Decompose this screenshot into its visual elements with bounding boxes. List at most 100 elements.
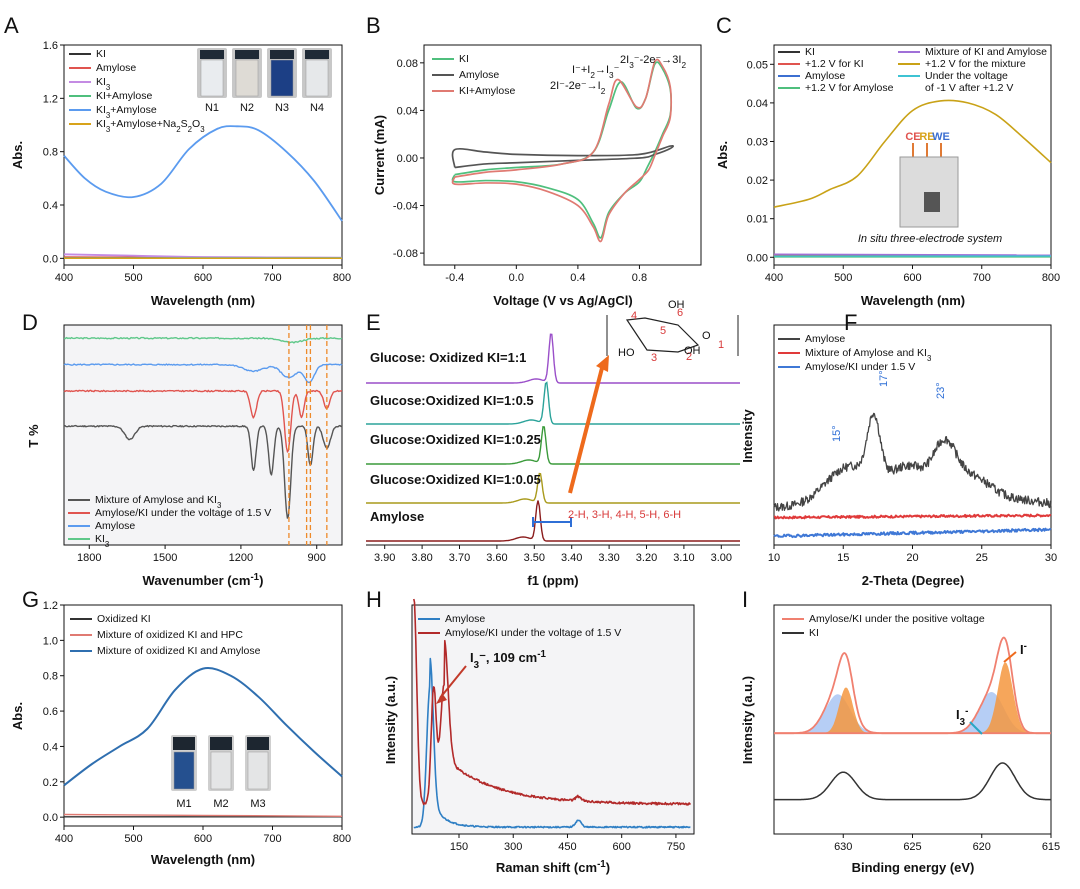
structure-label-3: 3: [651, 352, 657, 364]
series-C-mixture-of-ki-and-amylose: [773, 253, 1052, 256]
y-tick-label: 0.2: [43, 777, 58, 789]
x-tick-label: 625: [903, 841, 921, 853]
xrd-peak-label-2: 23°: [935, 382, 947, 399]
vial-cap: [305, 50, 329, 59]
y-axis-label-C: Abs.: [715, 141, 730, 169]
legend-label-A-4: KI3+Amylose: [96, 104, 157, 120]
nmr-annotation: 2-H, 3-H, 4-H, 5-H, 6-H: [568, 509, 681, 521]
legend-label-A-5: KI3+Amylose+Na2S2O3: [96, 118, 205, 134]
vial-liquid: [270, 59, 294, 97]
x-axis-label-H: Raman shift (cm-1): [496, 859, 610, 876]
x-tick-label: 615: [1042, 841, 1060, 853]
y-tick-label: 0.6: [43, 706, 58, 718]
y-axis-label-B: Current (mA): [372, 115, 387, 195]
y-tick-label: 1.2: [43, 600, 58, 612]
y-tick-label: 0.00: [397, 153, 418, 165]
x-tick-label: 20: [906, 552, 918, 564]
nmr-trace-4: [366, 500, 740, 542]
vial-cap: [173, 737, 195, 750]
panel-label-B: B: [366, 13, 381, 38]
y-tick-label: 0.8: [43, 671, 58, 683]
x-tick-label: 0.4: [570, 272, 585, 284]
legend-label-B-0: KI: [459, 53, 469, 65]
x-tick-label: 750: [667, 841, 685, 853]
y-tick-label: 0.8: [43, 147, 58, 159]
legend-label-C-0: KI: [805, 46, 815, 58]
nmr-trace-label-1: Glucose:Oxidized KI=1:0.5: [370, 393, 534, 408]
structure-label-2: 5: [660, 325, 666, 337]
x-tick-label: 600: [903, 272, 921, 284]
nmr-trace-label-0: Glucose: Oxidized KI=1:1: [370, 350, 526, 365]
vial-liquid: [210, 751, 232, 790]
plot-frame-D: [63, 324, 343, 546]
vial-cap: [210, 737, 232, 750]
legend-label-G-2: Mixture of oxidized KI and Amylose: [97, 645, 261, 657]
legend-label-D-0: Mixture of Amylose and KI3: [95, 494, 222, 510]
legend-label-D-3: KI3: [95, 533, 110, 549]
legend-label-C-6b: of -1 V after +1.2 V: [925, 82, 1013, 94]
annotation-arrow: [439, 665, 467, 699]
legend-label-A-1: Amylose: [96, 62, 136, 74]
x-tick-label: 0.8: [632, 272, 647, 284]
panel-label-A: A: [4, 13, 19, 38]
nmr-trace-label-3: Glucose:Oxidized KI=1:0.05: [370, 472, 541, 487]
x-tick-label: 3.60: [486, 552, 507, 564]
x-tick-label: 450: [558, 841, 576, 853]
vial-label: N3: [275, 102, 289, 114]
series-C--1-2-v-for-the-mixture: [773, 99, 1052, 208]
x-axis-label-B: Voltage (V vs Ag/AgCl): [493, 293, 632, 308]
legend-label-C-3: +1.2 V for Amylose: [805, 82, 894, 94]
structure-label-8: OH: [684, 345, 701, 357]
x-tick-label: 15: [837, 552, 849, 564]
annotation-B-2: 2I3⁻-2e⁻→3I2: [620, 54, 686, 70]
vial-liquid: [235, 59, 259, 97]
x-tick-label: 150: [450, 841, 468, 853]
raman-trace-amylose-ki: [413, 598, 692, 806]
xps-label-i: I-: [1020, 641, 1027, 658]
nmr-trace-2: [366, 425, 740, 465]
x-tick-label: 3.40: [561, 552, 582, 564]
vial-label: M2: [213, 798, 228, 810]
y-tick-label: 0.0: [43, 253, 58, 265]
x-tick-label: 1800: [77, 552, 101, 564]
x-axis-label-A: Wavelength (nm): [151, 293, 255, 308]
y-tick-label: 0.4: [43, 741, 58, 753]
y-axis-label-H: Intensity (a.u.): [383, 676, 398, 764]
xps-fit-i-right: [774, 662, 1051, 734]
xps-trace-ki: [774, 762, 1051, 801]
series-G-mixture-of-oxidized-ki-and-amylose: [63, 667, 343, 787]
inset-caption-C: In situ three-electrode system: [858, 233, 1002, 245]
structure-label-1: 6: [677, 307, 683, 319]
x-axis-label-C: Wavelength (nm): [861, 293, 965, 308]
structure-label-7: HO: [618, 347, 635, 359]
legend-label-C-5: +1.2 V for the mixture: [925, 58, 1026, 70]
structure-label-5: 1: [718, 339, 724, 351]
x-axis-label-G: Wavelength (nm): [151, 852, 255, 867]
x-tick-label: 1500: [153, 552, 177, 564]
panel-label-D: D: [22, 310, 38, 335]
legend-label-I-1: KI: [809, 627, 819, 639]
vial-liquid: [247, 751, 269, 790]
x-tick-label: -0.4: [445, 272, 464, 284]
plot-frame-B: [423, 44, 702, 266]
x-tick-label: 500: [834, 272, 852, 284]
x-tick-label: 400: [765, 272, 783, 284]
vial-cap: [247, 737, 269, 750]
vial-liquid: [200, 59, 224, 97]
vial-liquid: [305, 59, 329, 97]
cv-loop-ki-amylose: [451, 58, 673, 243]
panel-label-H: H: [366, 587, 382, 612]
electrode-label-re: RE: [919, 131, 934, 143]
nmr-trace-0: [366, 333, 740, 384]
x-tick-label: 3.30: [598, 552, 619, 564]
x-tick-label: 3.80: [411, 552, 432, 564]
ftir-trace-ki3: [63, 336, 343, 344]
glucose-ring: [625, 317, 700, 353]
legend-label-F-2: Amylose/KI under 1.5 V: [805, 361, 915, 373]
x-axis-label-E: f1 (ppm): [527, 573, 578, 588]
shift-arrow: [568, 367, 604, 494]
vial-label: N2: [240, 102, 254, 114]
series-G-mixture-of-oxidized-ki-and-hpc: [63, 813, 343, 817]
nmr-trace-label-4: Amylose: [370, 509, 424, 524]
xrd-trace-amylose: [773, 412, 1052, 512]
